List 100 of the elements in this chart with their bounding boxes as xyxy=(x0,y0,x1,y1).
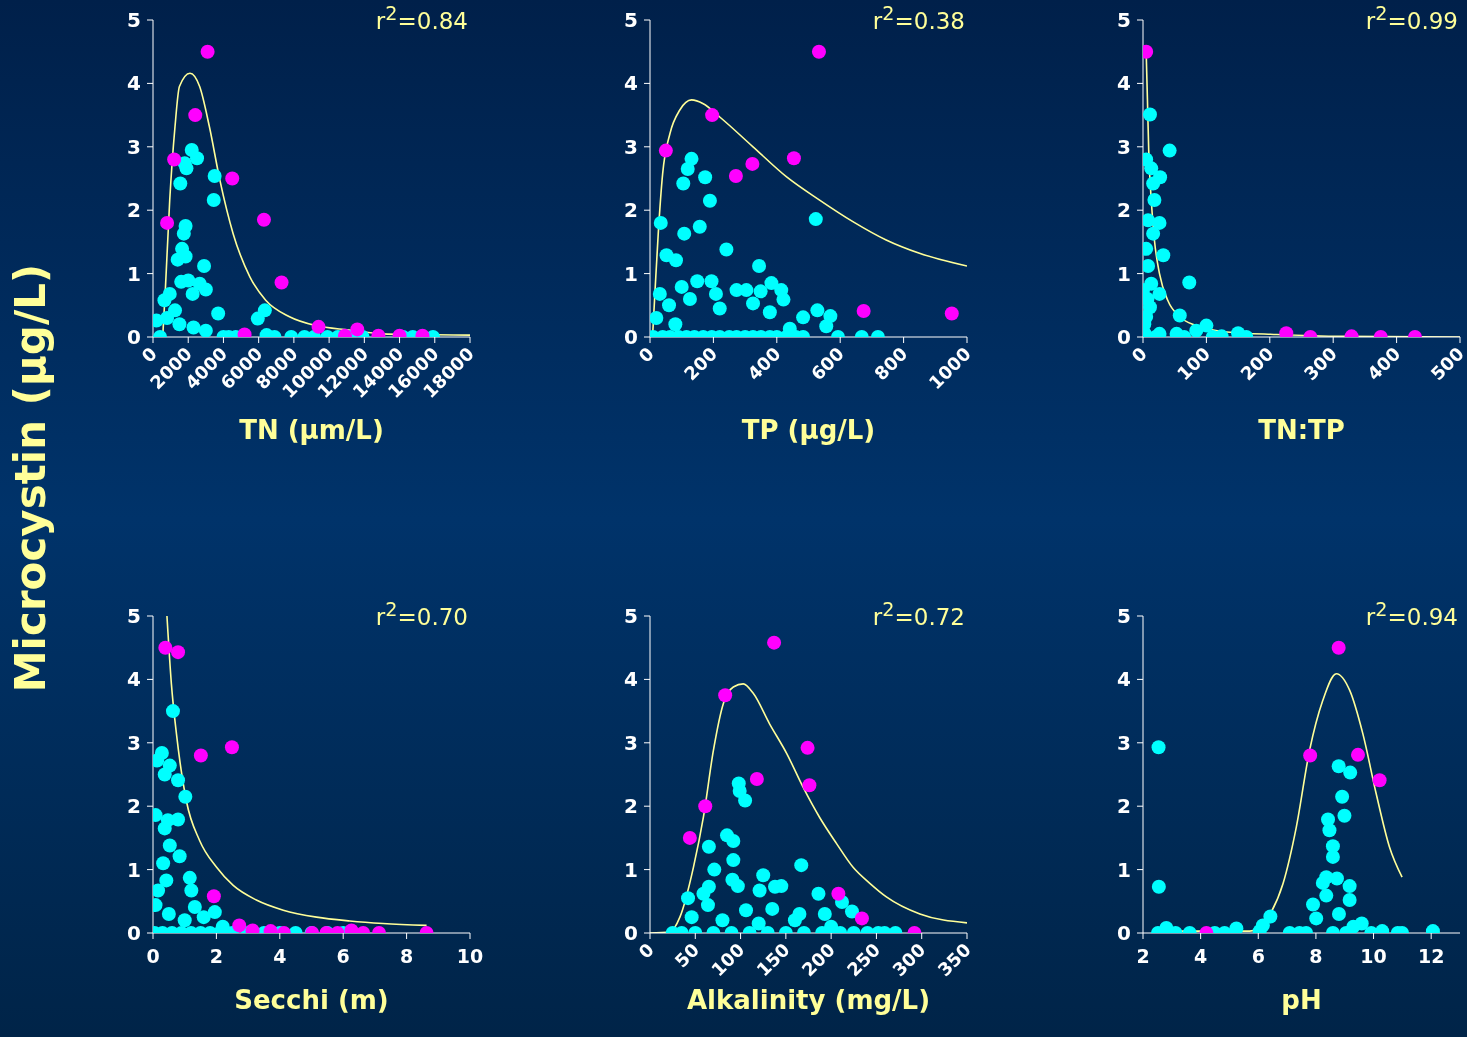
point xyxy=(190,151,205,166)
point xyxy=(824,919,839,933)
point xyxy=(738,793,753,808)
point xyxy=(811,44,826,59)
point xyxy=(224,740,239,755)
point xyxy=(796,310,811,325)
y-tick-label: 4 xyxy=(624,71,638,96)
point xyxy=(726,834,741,849)
point xyxy=(944,306,959,321)
point xyxy=(810,303,825,318)
point xyxy=(1331,906,1346,921)
x-tick-label: 6 xyxy=(1251,945,1265,967)
point xyxy=(854,911,869,926)
y-tick-label: 4 xyxy=(1117,71,1131,96)
point xyxy=(802,778,817,793)
point xyxy=(197,258,212,273)
point xyxy=(1151,740,1166,755)
point xyxy=(172,849,187,864)
point xyxy=(1144,161,1159,176)
point xyxy=(677,226,692,241)
point xyxy=(765,901,780,916)
y-tick-label: 3 xyxy=(624,134,638,159)
point xyxy=(1343,765,1358,780)
point xyxy=(170,252,185,267)
y-tick-label: 3 xyxy=(1117,730,1131,755)
y-tick-label: 4 xyxy=(624,667,638,692)
point xyxy=(274,275,289,290)
point xyxy=(176,226,191,241)
point xyxy=(1346,919,1361,933)
point xyxy=(682,830,697,845)
point xyxy=(692,219,707,234)
y-tick-label: 1 xyxy=(127,857,141,882)
point xyxy=(819,319,834,334)
point xyxy=(708,286,723,301)
point xyxy=(256,212,271,227)
y-tick-label: 1 xyxy=(1117,857,1131,882)
point xyxy=(157,293,172,308)
point xyxy=(776,292,791,307)
x-axis-title: Alkalinity (mg/L) xyxy=(685,985,932,1015)
point xyxy=(160,215,175,230)
point xyxy=(1372,773,1387,788)
point xyxy=(650,310,664,325)
point xyxy=(311,319,326,334)
point xyxy=(662,298,677,313)
x-tick-label: 50 xyxy=(670,938,704,972)
point xyxy=(786,151,801,166)
y-tick-label: 0 xyxy=(624,325,638,349)
y-tick-label: 4 xyxy=(127,667,141,692)
point xyxy=(658,143,673,158)
point xyxy=(800,740,815,755)
point xyxy=(1152,286,1167,301)
point xyxy=(811,886,826,901)
point xyxy=(206,193,221,208)
y-tick-label: 0 xyxy=(127,921,141,945)
y-tick-label: 1 xyxy=(127,261,141,286)
y-tick-label: 5 xyxy=(624,8,638,32)
point xyxy=(794,858,809,873)
point xyxy=(684,910,699,925)
point xyxy=(701,839,716,854)
y-tick-label: 5 xyxy=(1117,8,1131,32)
point xyxy=(1146,176,1161,191)
y-tick-label: 2 xyxy=(624,794,638,819)
point xyxy=(715,913,730,928)
point xyxy=(1315,875,1330,890)
y-tick-label: 2 xyxy=(127,794,141,819)
point xyxy=(1162,143,1177,158)
point xyxy=(181,273,196,288)
point xyxy=(753,284,768,299)
point xyxy=(1303,748,1318,763)
point xyxy=(225,171,240,186)
point xyxy=(1172,308,1187,323)
y-tick-label: 0 xyxy=(624,921,638,945)
point xyxy=(171,812,186,827)
annotation: r$^{2}$=0.70 xyxy=(375,598,468,630)
point xyxy=(844,904,859,919)
point xyxy=(756,868,771,883)
point xyxy=(762,305,777,320)
point xyxy=(1147,193,1162,208)
point xyxy=(182,870,197,885)
y-tick-label: 2 xyxy=(1117,198,1131,223)
point xyxy=(1319,888,1334,903)
y-tick-label: 1 xyxy=(624,857,638,882)
y-tick-label: 0 xyxy=(1117,325,1131,349)
x-tick-label: 12 xyxy=(1417,945,1445,967)
point xyxy=(700,898,715,913)
point xyxy=(1229,921,1244,933)
y-tick-label: 5 xyxy=(127,604,141,628)
y-tick-label: 3 xyxy=(127,134,141,159)
y-tick-label: 5 xyxy=(624,604,638,628)
x-tick-label: 2 xyxy=(1136,945,1150,967)
point xyxy=(696,886,711,901)
point xyxy=(764,276,779,291)
point xyxy=(681,891,696,906)
point xyxy=(1182,275,1197,290)
point xyxy=(668,253,683,268)
point xyxy=(193,748,208,763)
point xyxy=(160,310,175,325)
point xyxy=(185,286,200,301)
point xyxy=(856,304,871,319)
point xyxy=(739,903,754,918)
